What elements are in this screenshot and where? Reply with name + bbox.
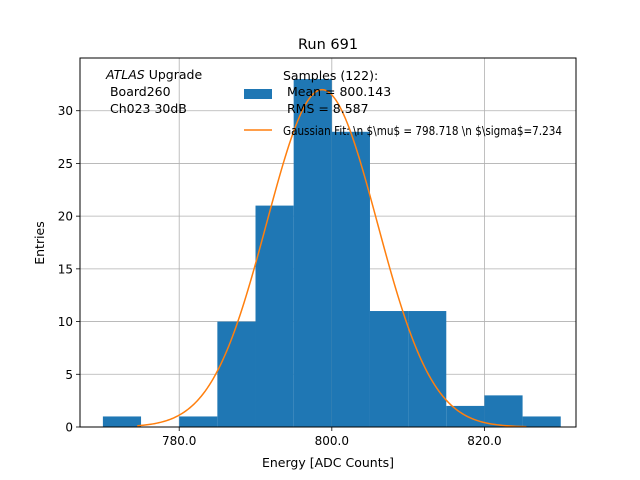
legend-hist-line-2: Mean = 800.143 <box>283 84 391 99</box>
legend: Samples (122): Mean = 800.143 RMS = 8.58… <box>244 68 562 138</box>
annotation-line-3: Ch023 30dB <box>106 101 187 116</box>
atlas-annotation: ATLAS Upgrade Board260 Ch023 30dB <box>105 67 202 116</box>
histogram-bar-6 <box>331 131 370 428</box>
histogram-bar-0 <box>102 416 142 427</box>
y-tick-label-3: 15 <box>58 262 73 276</box>
y-tick-label-1: 5 <box>65 368 73 382</box>
histogram-bar-4 <box>255 205 294 427</box>
legend-fit-label: Gaussian Fit: \n $\mu$ = 798.718 \n $\si… <box>283 123 562 138</box>
histogram-bar-7 <box>369 311 409 427</box>
annotation-upgrade-word: Upgrade <box>145 67 203 82</box>
y-tick-label-4: 20 <box>58 210 73 224</box>
annotation-line-2: Board260 <box>106 84 171 99</box>
y-axis-label: Entries <box>32 221 47 265</box>
chart-title: Run 691 <box>298 37 358 53</box>
y-tick-label-0: 0 <box>65 421 73 435</box>
histogram-bars <box>102 79 561 428</box>
y-tick-label-2: 10 <box>58 315 73 329</box>
legend-hist-line-3: RMS = 8.587 <box>283 101 369 116</box>
legend-hist-line-1: Samples (122): <box>283 68 378 83</box>
histogram-bar-11 <box>522 416 561 427</box>
histogram-bar-2 <box>179 416 218 427</box>
x-tick-label-0: 780.0 <box>162 434 196 448</box>
y-tick-label-6: 30 <box>58 104 73 118</box>
x-axis-ticks: 780.0 800.0 820.0 <box>162 427 502 448</box>
legend-hist-swatch <box>244 89 272 99</box>
histogram-bar-5 <box>293 79 332 427</box>
histogram-bar-8 <box>408 311 447 427</box>
histogram-bar-9 <box>446 405 485 427</box>
x-axis-label: Energy [ADC Counts] <box>262 455 394 470</box>
histogram-bar-3 <box>217 321 256 427</box>
annotation-atlas-word: ATLAS <box>105 67 145 82</box>
plot-frame <box>79 57 577 428</box>
x-tick-label-2: 820.0 <box>467 434 501 448</box>
y-axis-ticks: 0 5 10 15 20 25 30 <box>58 104 80 435</box>
histogram-bar-10 <box>484 395 523 427</box>
x-tick-label-1: 800.0 <box>315 434 349 448</box>
gaussian-fit-curve <box>137 88 527 428</box>
y-tick-label-5: 25 <box>58 157 73 171</box>
annotation-line-1: ATLAS Upgrade <box>105 67 202 82</box>
